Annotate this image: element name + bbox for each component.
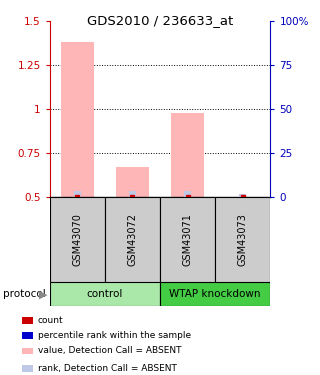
Bar <box>22 332 33 339</box>
Bar <box>129 191 136 197</box>
Text: GSM43072: GSM43072 <box>127 213 137 266</box>
Text: protocol: protocol <box>3 289 46 299</box>
Bar <box>61 42 94 197</box>
Text: count: count <box>37 316 63 325</box>
Bar <box>105 197 160 282</box>
Bar <box>160 197 215 282</box>
Bar <box>74 191 81 197</box>
Text: GSM43070: GSM43070 <box>72 213 82 266</box>
Bar <box>22 365 33 372</box>
Bar <box>50 197 105 282</box>
Text: ▶: ▶ <box>39 289 47 299</box>
Bar <box>215 197 270 282</box>
Text: value, Detection Call = ABSENT: value, Detection Call = ABSENT <box>37 346 181 355</box>
Text: percentile rank within the sample: percentile rank within the sample <box>37 331 191 340</box>
Text: GDS2010 / 236633_at: GDS2010 / 236633_at <box>87 14 233 27</box>
Text: GSM43071: GSM43071 <box>183 213 193 266</box>
Bar <box>22 348 33 354</box>
Text: control: control <box>87 289 123 299</box>
Bar <box>160 282 270 306</box>
Bar <box>116 167 149 197</box>
Bar <box>171 112 204 197</box>
Text: WTAP knockdown: WTAP knockdown <box>170 289 261 299</box>
Bar <box>239 194 246 197</box>
Text: GSM43073: GSM43073 <box>238 213 248 266</box>
Text: rank, Detection Call = ABSENT: rank, Detection Call = ABSENT <box>37 364 176 373</box>
Bar <box>22 317 33 324</box>
Bar <box>50 282 160 306</box>
Bar <box>184 191 191 197</box>
